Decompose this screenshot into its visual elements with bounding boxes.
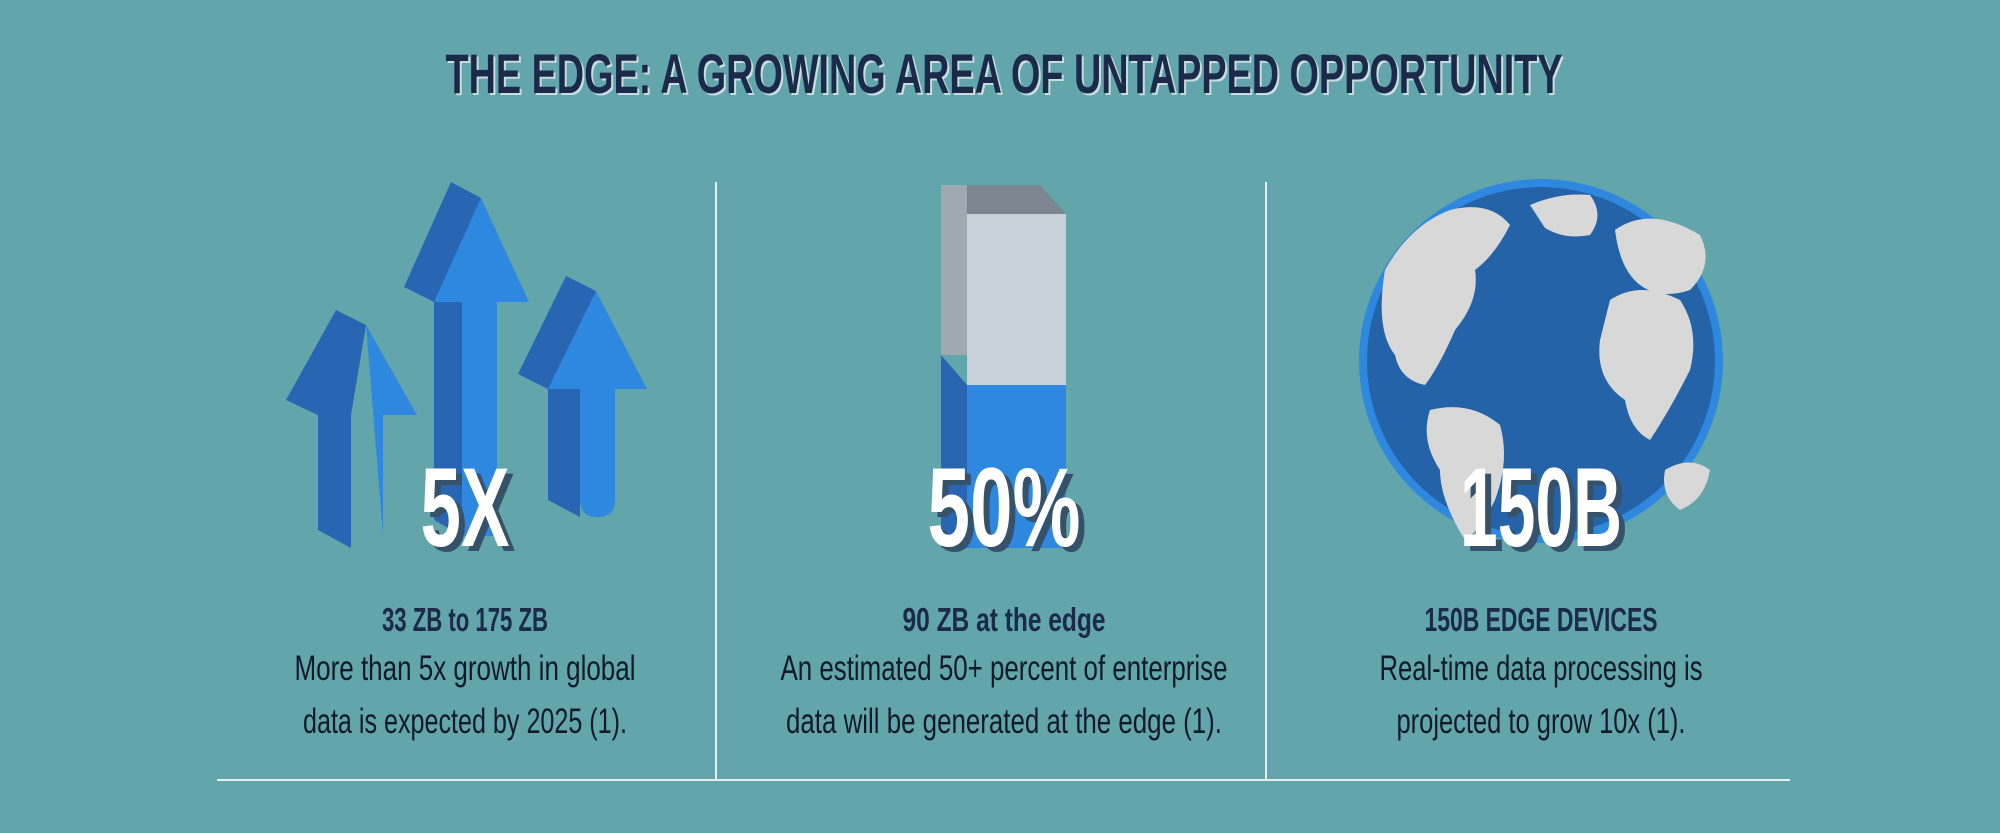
description-line: Real-time data processing is [1380,649,1703,688]
description-line: data is expected by 2025 (1). [303,702,627,741]
stat-heading: 33 ZB to 175 ZB [382,601,548,638]
title: THE EDGE: A GROWING AREA OF UNTAPPED OPP… [446,42,1563,105]
stat-heading: 90 ZB at the edge [903,601,1106,638]
arrows-icon [286,182,647,548]
description-line: More than 5x growth in global [295,649,636,688]
stat-value: 50% [928,445,1081,570]
description-line: An estimated 50+ percent of enterprise [781,649,1228,688]
bar-icon [941,185,1066,548]
description-line: data will be generated at the edge (1). [786,702,1222,741]
stat-value: 150B [1460,445,1622,570]
stat-heading: 150B EDGE DEVICES [1425,601,1658,638]
globe-icon [1359,179,1723,543]
description-line: projected to grow 10x (1). [1397,702,1686,741]
stat-value: 5X [421,445,510,570]
